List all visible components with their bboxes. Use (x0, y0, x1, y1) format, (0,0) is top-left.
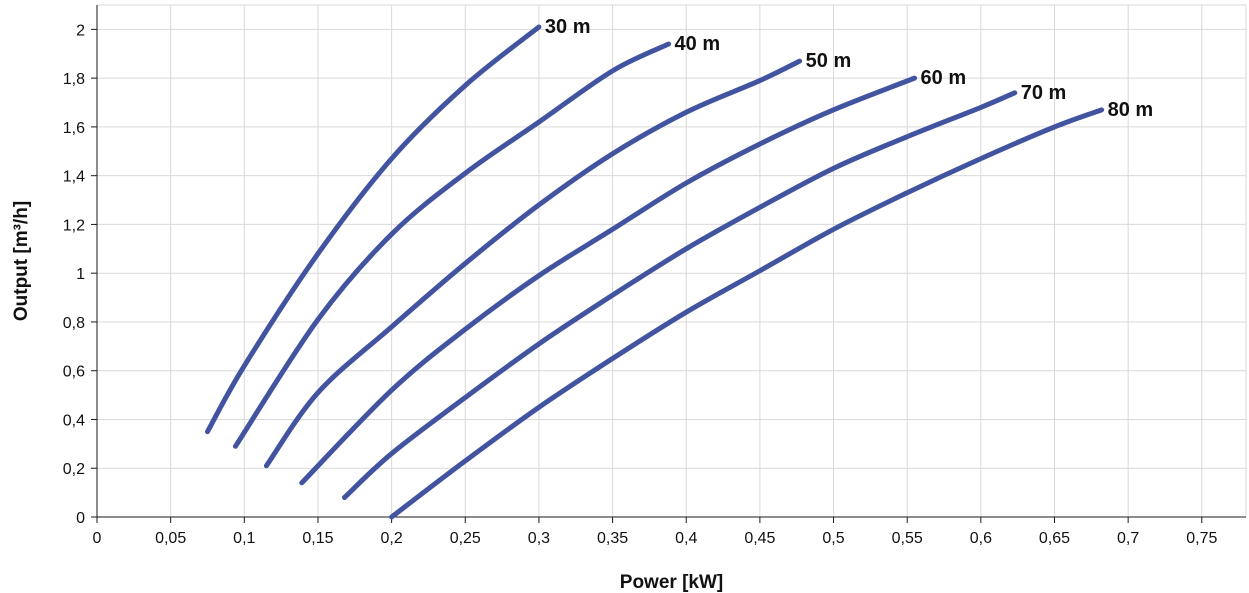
series-label-70m: 70 m (1021, 82, 1067, 104)
y-tick-label: 1 (76, 266, 85, 283)
x-tick-label: 0,3 (528, 530, 550, 547)
x-tick-label: 0,15 (302, 530, 333, 547)
y-tick-label: 0,8 (63, 315, 85, 332)
series-label-60m: 60 m (921, 67, 967, 89)
y-tick-label: 1,8 (63, 71, 85, 88)
series-lines: 30 m 40 m 50 m 60 m 70 m 80 m (204, 16, 1154, 520)
series-line-60m (299, 75, 918, 486)
x-tick-label: 0,45 (744, 530, 775, 547)
x-tick-label: 0,35 (597, 530, 628, 547)
series-line-80m (389, 107, 1105, 520)
x-tick-label: 0,5 (822, 530, 844, 547)
y-tick-label: 0,4 (63, 412, 85, 429)
x-tick-label: 0,65 (1039, 530, 1070, 547)
x-tick-label: 0 (93, 530, 102, 547)
series-label-40m: 40 m (675, 33, 721, 55)
axes (96, 5, 1246, 518)
y-axis-ticks: 0 0,2 0,4 0,6 0,8 1 1,2 1,4 1,6 1,8 2 (63, 22, 97, 527)
x-tick-label: 0,25 (450, 530, 481, 547)
y-tick-label: 1,4 (63, 169, 85, 186)
series-line-50m (263, 58, 803, 469)
series-line-30m (204, 24, 542, 435)
x-tick-label: 0,75 (1186, 530, 1217, 547)
y-tick-label: 1,2 (63, 217, 85, 234)
y-tick-label: 0,6 (63, 364, 85, 381)
x-axis-ticks: 0 0,05 0,1 0,15 0,2 0,25 0,3 0,35 0,4 0,45 0,5 0,55… (93, 517, 1217, 547)
series-label-30m: 30 m (545, 16, 591, 38)
y-tick-label: 0 (76, 510, 85, 527)
series-label-80m: 80 m (1108, 99, 1154, 121)
x-tick-label: 0,55 (892, 530, 923, 547)
series-line-70m (341, 90, 1018, 500)
grid (97, 4, 1247, 517)
x-tick-label: 0,05 (155, 530, 186, 547)
series-line-40m (232, 41, 672, 449)
x-tick-label: 0,4 (675, 530, 697, 547)
y-axis-title: Output [m³/h] (11, 201, 32, 321)
x-tick-label: 0,6 (970, 530, 992, 547)
x-tick-label: 0,2 (380, 530, 402, 547)
y-tick-label: 0,2 (63, 461, 85, 478)
series-label-50m: 50 m (806, 50, 852, 72)
y-tick-label: 2 (76, 22, 85, 39)
y-tick-label: 1,6 (63, 120, 85, 137)
x-axis-title: Power [kW] (620, 572, 723, 593)
x-tick-label: 0,7 (1117, 530, 1139, 547)
x-tick-label: 0,1 (233, 530, 255, 547)
